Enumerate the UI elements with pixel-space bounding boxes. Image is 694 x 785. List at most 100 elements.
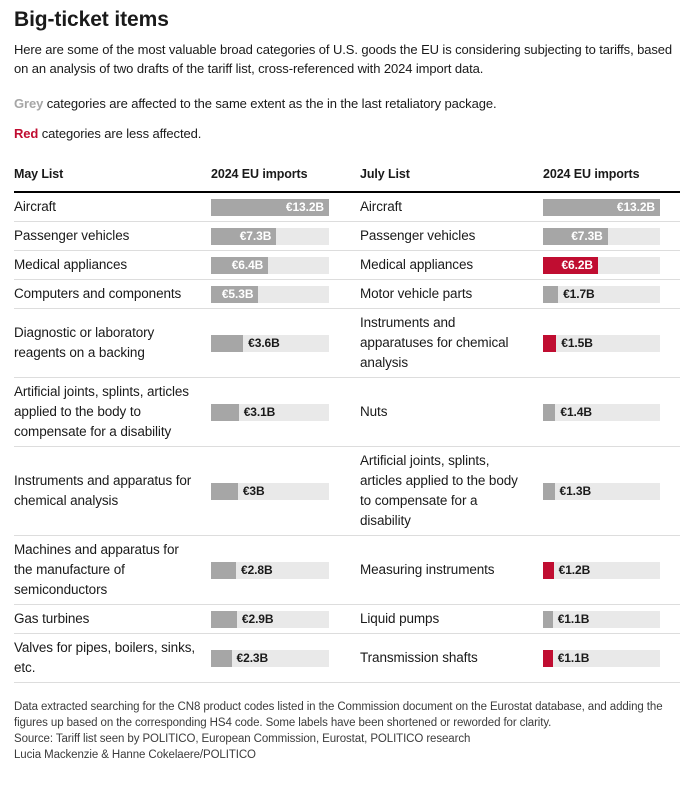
july-bar-cell: €1.4B [543,403,660,421]
bar-fill [543,403,556,421]
july-bar-track: €1.3B [543,482,660,500]
footer-byline: Lucia Mackenzie & Hanne Cokelaere/POLITI… [14,749,256,761]
bar-value-label: €13.2B [285,200,324,214]
bar-fill [211,285,259,303]
bar-fill [211,610,237,628]
july-bar-track: €1.7B [543,285,660,303]
may-category-label: Passenger vehicles [14,228,130,243]
may-bar-track: €2.3B [211,649,329,667]
table-rows: Aircraft €13.2B Aircraft €13.2B Passenge… [14,193,680,683]
july-bar-track: €13.2B [543,198,660,216]
bar-fill [211,403,239,421]
bar-value-label: €2.8B [241,563,273,577]
bar-fill [211,334,244,352]
july-bar-track: €6.2B [543,256,660,274]
may-bar-cell: €13.2B [211,198,360,216]
july-bar-track: €1.5B [543,334,660,352]
may-bar-track: €5.3B [211,285,329,303]
bar-value-label: €6.2B [561,258,593,272]
grey-term: Grey [14,96,44,111]
page-title: Big-ticket items [14,8,169,31]
table-row: Instruments and apparatus for chemical a… [14,447,680,536]
bar-value-label: €3B [242,484,265,498]
bar-fill [543,334,557,352]
table-row: Gas turbines €2.9B Liquid pumps €1.1B [14,605,680,634]
bar-value-label: €6.4B [231,258,264,272]
bar-fill [543,285,559,303]
july-bar-cell: €7.3B [543,227,660,245]
legend-red: Red categories are less affected. [14,124,680,143]
may-bar-track: €3.1B [211,403,329,421]
july-bar-track: €1.1B [543,610,660,628]
july-category-label: Measuring instruments [360,562,495,577]
footer-note: Data extracted searching for the CN8 pro… [14,701,663,729]
bar-value-label: €1.1B [557,651,590,665]
table-row: Medical appliances €6.4B Medical applian… [14,251,680,280]
july-category-label: Artificial joints, splints, articles app… [360,453,518,528]
legend-grey: Grey categories are affected to the same… [14,94,680,113]
table-header: May List 2024 EU imports July List 2024 … [14,167,680,193]
table-row: Passenger vehicles €7.3B Passenger vehic… [14,222,680,251]
bar-value-label: €3.1B [243,405,276,419]
may-category-label: Diagnostic or laboratory reagents on a b… [14,325,155,360]
bar-fill [211,649,232,667]
may-category-label: Instruments and apparatus for chemical a… [14,473,192,508]
bar-fill [543,610,553,628]
bar-value-label: €7.3B [571,229,603,243]
may-bar-track: €7.3B [211,227,329,245]
bar-fill [543,227,608,245]
bar-value-label: €1.5B [561,336,593,350]
may-bar-cell: €3.1B [211,403,360,421]
may-category-label: Machines and apparatus for the manufactu… [14,542,179,597]
may-bar-track: €3B [211,482,329,500]
may-bar-cell: €7.3B [211,227,360,245]
july-category-label: Motor vehicle parts [360,286,473,301]
bar-fill [211,482,238,500]
bar-value-label: €2.9B [241,612,274,626]
may-bar-track: €2.9B [211,610,329,628]
bar-value-label: €1.7B [563,287,595,301]
may-bar-cell: €5.3B [211,285,360,303]
chart-container: Big-ticket items Here are some of the mo… [14,8,680,761]
bar-fill [543,649,553,667]
july-bar-track: €1.2B [543,561,660,579]
footer-source: Source: Tariff list seen by POLITICO, Eu… [14,733,471,745]
red-term: Red [14,126,39,141]
column-header-may-imports: 2024 EU imports [211,167,308,181]
table-row: Valves for pipes, boilers, sinks, etc. €… [14,634,680,683]
may-category-label: Medical appliances [14,257,128,272]
column-header-may-list: May List [14,167,64,181]
may-bar-cell: €3B [211,482,360,500]
bar-value-label: €1.4B [560,405,592,419]
table-row: Artificial joints, splints, articles app… [14,378,680,447]
may-bar-cell: €6.4B [211,256,360,274]
bar-value-label: €2.3B [236,651,269,665]
may-bar-track: €2.8B [211,561,329,579]
may-category-label: Aircraft [14,199,56,214]
july-category-label: Medical appliances [360,257,474,272]
july-bar-cell: €1.5B [543,334,660,352]
bar-fill [211,227,277,245]
bar-value-label: €13.2B [616,200,655,214]
bar-value-label: €1.1B [557,612,590,626]
table-row: Diagnostic or laboratory reagents on a b… [14,309,680,378]
may-bar-cell: €2.9B [211,610,360,628]
may-category-label: Artificial joints, splints, articles app… [14,384,189,439]
july-bar-cell: €1.1B [543,649,660,667]
bar-fill [211,561,237,579]
column-header-july-list: July List [360,167,410,181]
table-row: Machines and apparatus for the manufactu… [14,536,680,605]
may-bar-cell: €3.6B [211,334,360,352]
may-bar-cell: €2.3B [211,649,360,667]
july-category-label: Transmission shafts [360,650,478,665]
may-category-label: Computers and components [14,286,182,301]
bar-fill [543,198,660,216]
july-bar-track: €1.4B [543,403,660,421]
july-bar-cell: €13.2B [543,198,660,216]
july-bar-cell: €6.2B [543,256,660,274]
july-category-label: Aircraft [360,199,402,214]
may-category-label: Valves for pipes, boilers, sinks, etc. [14,640,196,675]
bar-value-label: €1.2B [558,563,591,577]
july-bar-track: €7.3B [543,227,660,245]
july-bar-cell: €1.3B [543,482,660,500]
